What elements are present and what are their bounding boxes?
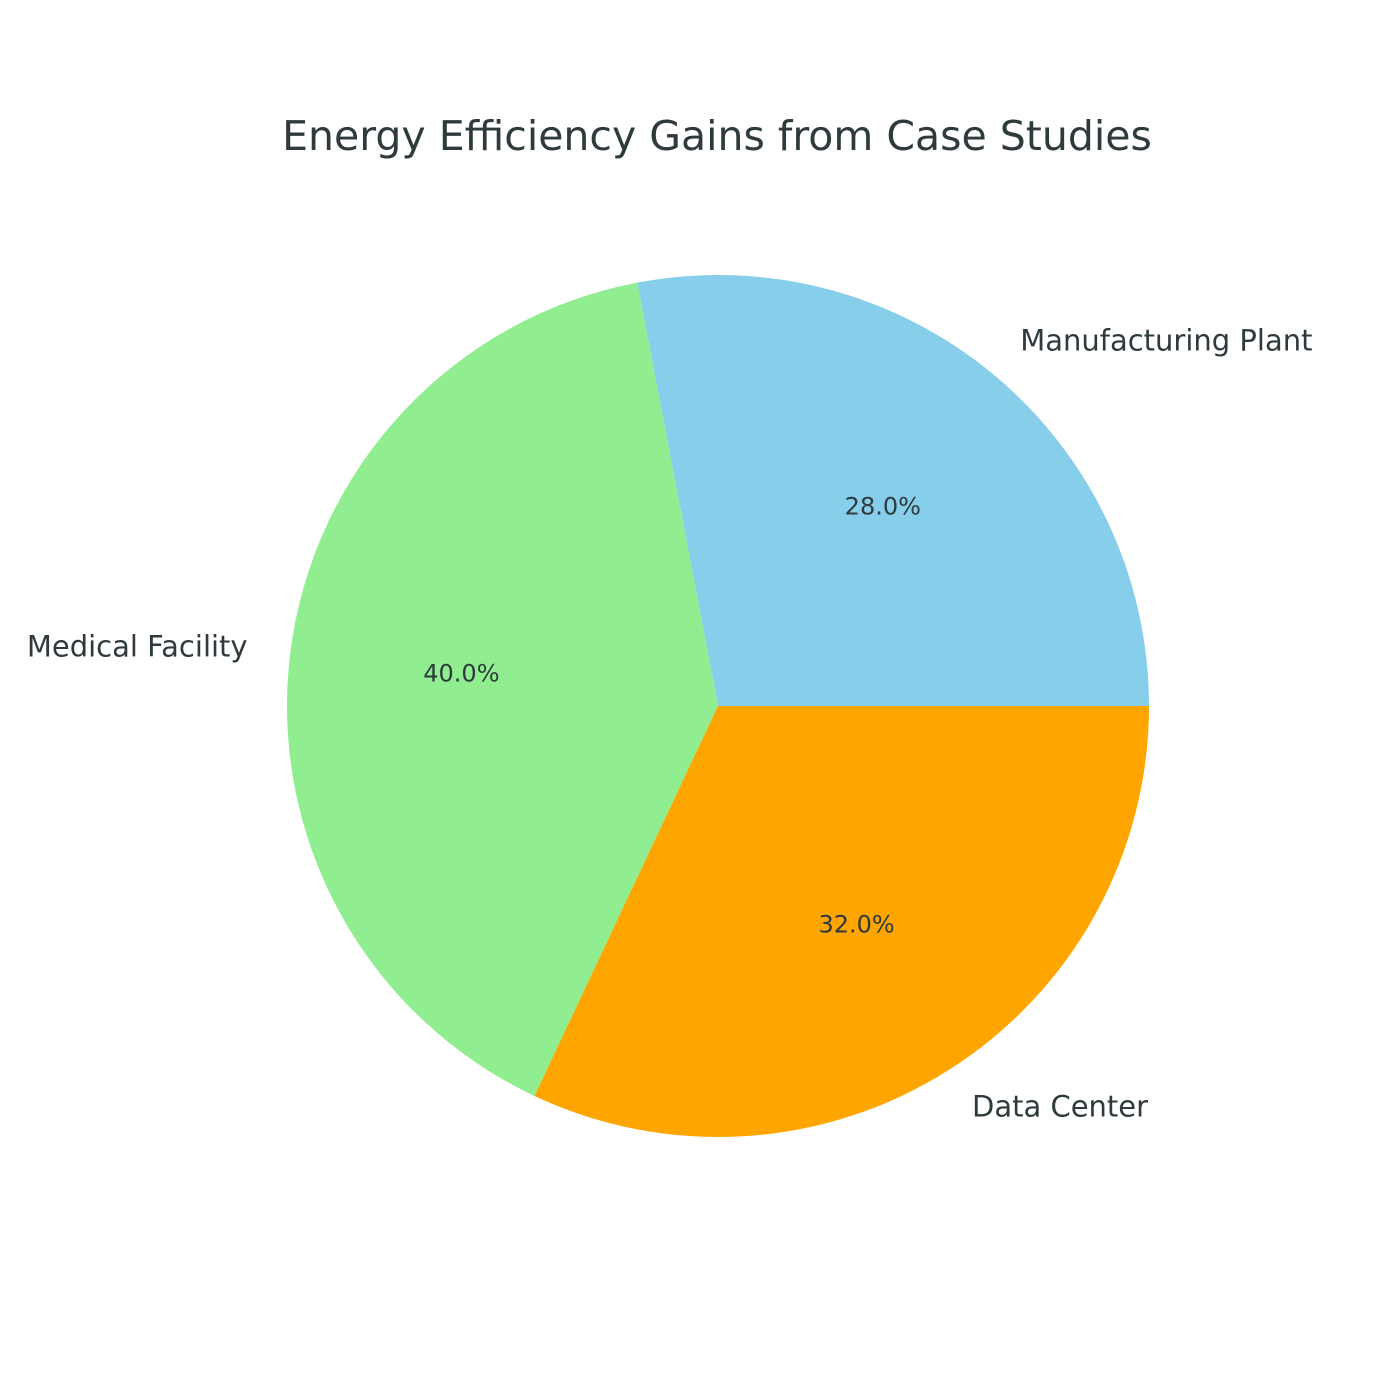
pie-slice-medical-facility	[286, 282, 718, 1096]
slice-label: Medical Facility	[27, 630, 248, 664]
slice-percent-label: 40.0%	[423, 660, 499, 688]
pie-slice-manufacturing-plant	[637, 274, 1149, 706]
chart-title: Energy Efficiency Gains from Case Studie…	[282, 112, 1152, 160]
slice-label: Manufacturing Plant	[1020, 324, 1312, 358]
slice-label: Data Center	[972, 1089, 1148, 1123]
pie-slices	[286, 274, 1149, 1137]
slice-percent-label: 32.0%	[818, 910, 894, 938]
pie-slice-data-center	[534, 706, 1149, 1137]
slice-percent-label: 28.0%	[845, 493, 921, 521]
pie-labels: Manufacturing Plant 28.0% Medical Facility…	[27, 324, 1313, 1124]
